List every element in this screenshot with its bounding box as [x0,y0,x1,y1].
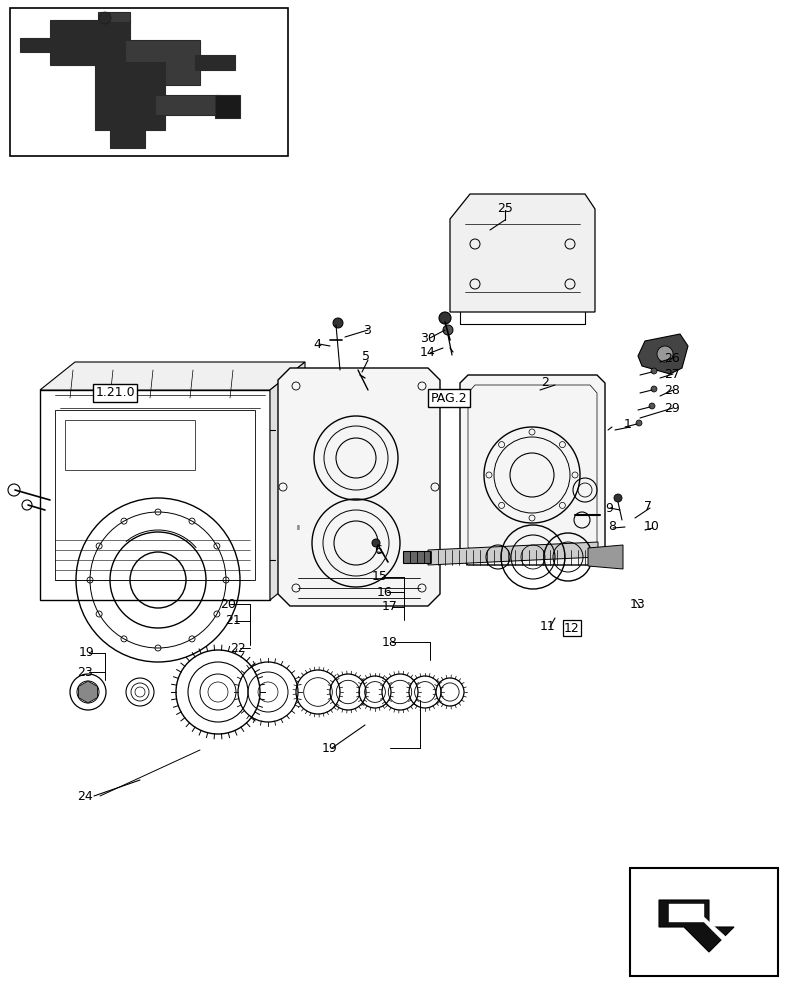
Text: 1.21.0: 1.21.0 [95,386,135,399]
Circle shape [372,539,380,547]
Bar [65,420,195,470]
Polygon shape [195,55,235,70]
Text: 7: 7 [644,500,652,514]
Circle shape [99,12,111,24]
Text: 23: 23 [77,666,93,678]
Bar [55,410,255,580]
Polygon shape [638,334,688,374]
Text: 14: 14 [420,347,436,360]
Text: 22: 22 [230,642,246,654]
Text: 4: 4 [313,338,321,351]
Text: 15: 15 [372,570,388,584]
Circle shape [657,346,673,362]
Polygon shape [270,362,305,600]
Text: 30: 30 [420,332,436,344]
Text: 26: 26 [664,352,680,364]
Circle shape [439,312,451,324]
Text: 18: 18 [382,636,398,648]
Text: 12: 12 [564,621,580,635]
Polygon shape [669,904,726,942]
Polygon shape [125,40,200,85]
Text: 29: 29 [664,401,680,414]
Circle shape [636,420,642,426]
Text: 24: 24 [77,790,93,802]
Text: 5: 5 [362,351,370,363]
Text: 19: 19 [79,647,95,660]
Text: 9: 9 [605,502,613,514]
Circle shape [333,318,343,328]
Text: ii: ii [296,525,300,531]
Polygon shape [79,681,98,703]
Polygon shape [155,95,220,115]
Text: 21: 21 [225,614,241,628]
Text: 19: 19 [322,742,338,754]
Text: 1: 1 [624,418,632,432]
Text: 25: 25 [497,202,513,215]
Text: 20: 20 [220,597,236,610]
Polygon shape [98,12,130,22]
Text: 27: 27 [664,367,680,380]
Polygon shape [460,375,605,565]
Bar [630,868,778,976]
Text: PAG.2: PAG.2 [431,391,467,404]
Polygon shape [215,95,240,118]
Text: 10: 10 [644,520,660,534]
Text: 2: 2 [541,376,549,389]
Polygon shape [659,900,734,952]
Circle shape [614,494,622,502]
Text: 11: 11 [540,619,556,633]
Polygon shape [428,542,598,565]
Circle shape [649,403,655,409]
Polygon shape [588,545,623,569]
Polygon shape [95,62,165,130]
Text: 6: 6 [374,544,382,558]
Circle shape [651,386,657,392]
Bar [40,390,270,600]
Circle shape [443,325,453,335]
Polygon shape [450,194,595,312]
Polygon shape [20,38,55,52]
Text: 28: 28 [664,383,680,396]
Polygon shape [278,368,440,606]
Text: 13: 13 [630,598,646,611]
Circle shape [651,368,657,374]
Text: 16: 16 [377,585,393,598]
Polygon shape [403,551,430,563]
Text: 3: 3 [363,324,371,336]
Text: 17: 17 [382,600,398,613]
Bar [10,8,288,156]
Polygon shape [40,362,305,390]
Text: 8: 8 [608,520,616,534]
Polygon shape [50,20,130,65]
Polygon shape [110,125,145,148]
